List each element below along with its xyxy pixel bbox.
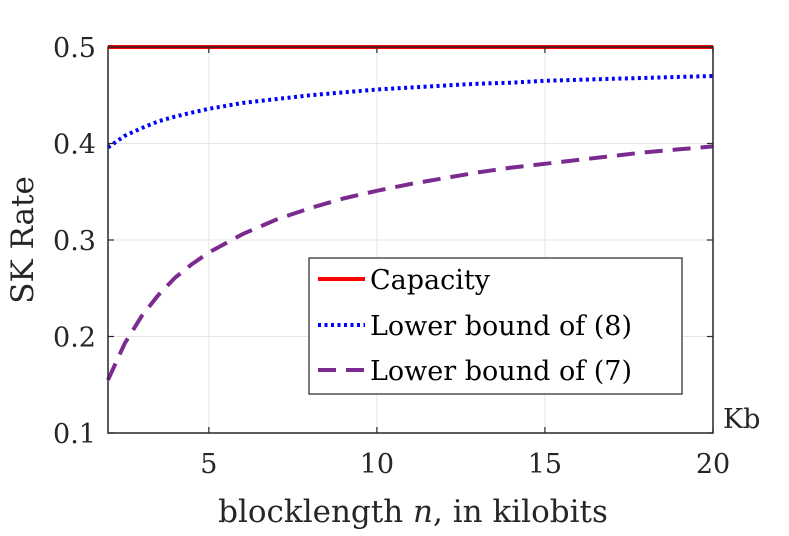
x-axis-title-variable: n (413, 494, 433, 530)
x-tick-label: 10 (360, 449, 394, 480)
x-axis-unit-label: Kb (723, 404, 760, 435)
y-tick-label: 0.4 (53, 130, 96, 161)
legend-label-lower-bound-7: Lower bound of (7) (370, 356, 632, 387)
x-tick-label: 20 (696, 449, 730, 480)
series-line-1 (106, 74, 714, 150)
legend: Capacity Lower bound of (8) Lower bound … (308, 257, 683, 395)
legend-label-capacity: Capacity (370, 265, 491, 296)
axis-ticks: 5 10 15 20 0.1 0.2 0.3 0.4 0.5 (53, 33, 730, 480)
x-axis-title-prefix: blocklength (218, 494, 413, 530)
x-tick-label: 5 (200, 449, 217, 480)
y-tick-label: 0.1 (53, 419, 96, 450)
y-axis-title: SK Rate (5, 176, 41, 304)
legend-label-lower-bound-8: Lower bound of (8) (370, 311, 632, 342)
y-tick-label: 0.3 (53, 226, 96, 257)
legend-box (308, 257, 683, 395)
y-tick-label: 0.2 (53, 323, 96, 354)
x-tick-label: 15 (528, 449, 562, 480)
series-line-2 (106, 144, 714, 381)
x-axis-title: blocklength n, in kilobits (218, 494, 608, 530)
x-axis-title-suffix: , in kilobits (433, 494, 608, 530)
y-tick-label: 0.5 (53, 33, 96, 64)
